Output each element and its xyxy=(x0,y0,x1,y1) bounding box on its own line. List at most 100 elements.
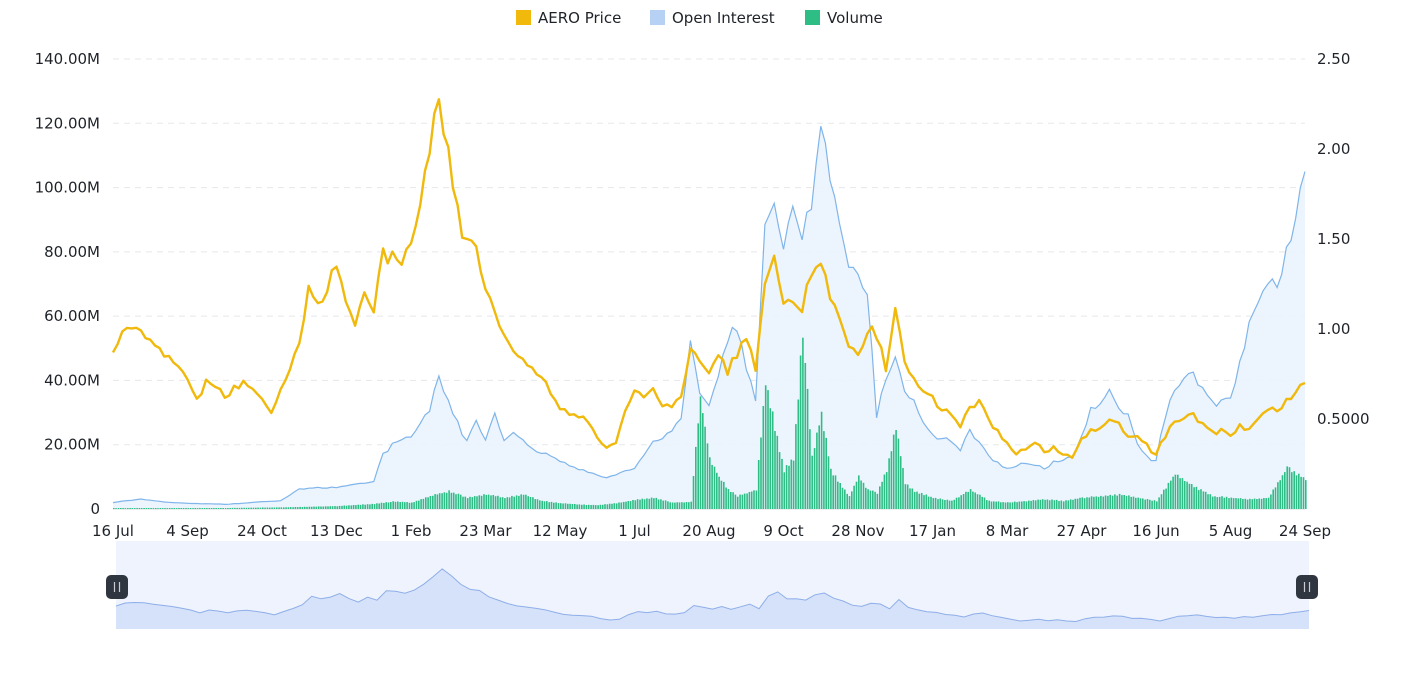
volume-bar xyxy=(1279,480,1281,509)
volume-bar xyxy=(1132,496,1135,509)
volume-bar xyxy=(438,493,441,509)
volume-bar xyxy=(1295,475,1298,509)
volume-bar xyxy=(1177,474,1179,509)
legend-item-aero-price[interactable]: AERO Price xyxy=(516,9,621,27)
legend-item-open-interest[interactable]: Open Interest xyxy=(650,9,775,27)
volume-bar xyxy=(809,429,811,509)
volume-bar xyxy=(993,501,995,509)
volume-bar xyxy=(483,494,485,509)
volume-bar xyxy=(385,502,387,509)
volume-bar xyxy=(676,502,678,509)
volume-bar xyxy=(825,437,827,509)
handle-body[interactable] xyxy=(106,575,128,599)
volume-bar xyxy=(1067,500,1070,509)
volume-bar xyxy=(643,499,646,509)
volume-bar xyxy=(902,468,904,509)
volume-bar xyxy=(308,506,311,509)
volume-bar xyxy=(455,494,457,509)
navigator-handle-left[interactable] xyxy=(106,575,128,599)
volume-bar xyxy=(995,501,997,509)
volume-bar xyxy=(946,499,949,509)
volume-bar xyxy=(429,496,432,509)
volume-bar xyxy=(248,507,250,509)
volume-bar xyxy=(757,460,760,509)
volume-bar xyxy=(250,507,252,509)
volume-bar xyxy=(1128,495,1130,509)
volume-bar xyxy=(557,503,560,509)
legend-item-volume[interactable]: Volume xyxy=(805,9,883,27)
volume-bar xyxy=(1023,501,1025,509)
legend-swatch xyxy=(650,10,665,25)
volume-bar xyxy=(1014,501,1016,509)
volume-bar xyxy=(452,492,455,509)
volume-bar xyxy=(688,502,690,509)
volume-bar xyxy=(895,430,897,509)
volume-bar xyxy=(965,491,967,509)
volume-bar xyxy=(411,502,413,509)
volume-bar xyxy=(655,497,658,509)
volume-bar xyxy=(1246,499,1249,509)
navigator-line xyxy=(115,568,1310,623)
volume-bar xyxy=(578,504,581,509)
volume-bar xyxy=(473,496,476,509)
volume-bar xyxy=(1228,498,1230,509)
volume-bar xyxy=(848,496,851,509)
volume-bar xyxy=(611,503,613,509)
volume-bar xyxy=(1072,499,1074,509)
volume-bar xyxy=(1274,487,1277,509)
volume-bar xyxy=(206,508,208,509)
volume-bar xyxy=(140,508,143,509)
volume-bar xyxy=(911,488,914,509)
volume-bar xyxy=(1256,499,1258,509)
volume-bar xyxy=(161,508,164,509)
volume-bar xyxy=(923,495,925,509)
y-axis-right: 0.5000 1.00 1.50 2.00 2.50 xyxy=(1317,50,1370,428)
range-slider[interactable] xyxy=(106,541,1318,629)
volume-bar xyxy=(175,508,178,509)
volume-bar xyxy=(1302,477,1305,509)
legend-swatch xyxy=(805,10,820,25)
volume-bar xyxy=(1179,478,1181,509)
volume-bar xyxy=(767,390,769,509)
volume-bar xyxy=(725,487,727,509)
volume-bar xyxy=(359,504,362,509)
volume-bar xyxy=(736,496,739,509)
volume-bar xyxy=(355,505,357,509)
volume-bar xyxy=(280,507,283,509)
volume-bar xyxy=(203,508,206,509)
handle-body[interactable] xyxy=(1296,575,1318,599)
volume-bar xyxy=(1060,500,1063,509)
volume-bar xyxy=(790,459,793,509)
volume-bar xyxy=(776,435,779,509)
navigator-handle-right[interactable] xyxy=(1296,575,1318,599)
volume-bar xyxy=(299,506,301,509)
volume-bar xyxy=(471,497,474,509)
volume-bar xyxy=(490,495,492,509)
volume-bar xyxy=(1016,502,1018,509)
volume-bar xyxy=(185,508,187,509)
volume-bar xyxy=(813,448,816,509)
volume-bar xyxy=(1270,494,1272,509)
volume-bar xyxy=(1034,500,1037,509)
volume-bar xyxy=(168,508,171,509)
volume-bar xyxy=(276,507,278,509)
volume-bar xyxy=(1030,500,1032,509)
volume-bar xyxy=(357,504,360,509)
volume-bar xyxy=(1298,473,1300,509)
volume-bar xyxy=(641,498,644,509)
volume-bar xyxy=(858,475,860,509)
volume-bar xyxy=(576,504,578,509)
volume-bar xyxy=(974,492,976,509)
volume-bar xyxy=(690,501,692,509)
volume-bar xyxy=(1021,501,1023,509)
volume-bar xyxy=(888,458,890,509)
volume-bar xyxy=(976,494,979,509)
legend: AERO Price Open Interest Volume xyxy=(516,9,883,27)
volume-bar xyxy=(930,496,932,509)
volume-bar xyxy=(662,500,664,509)
volume-bar xyxy=(138,508,141,509)
volume-bar xyxy=(646,498,648,509)
volume-bar xyxy=(511,495,513,509)
volume-bar xyxy=(187,508,190,509)
volume-bar xyxy=(1263,498,1265,509)
